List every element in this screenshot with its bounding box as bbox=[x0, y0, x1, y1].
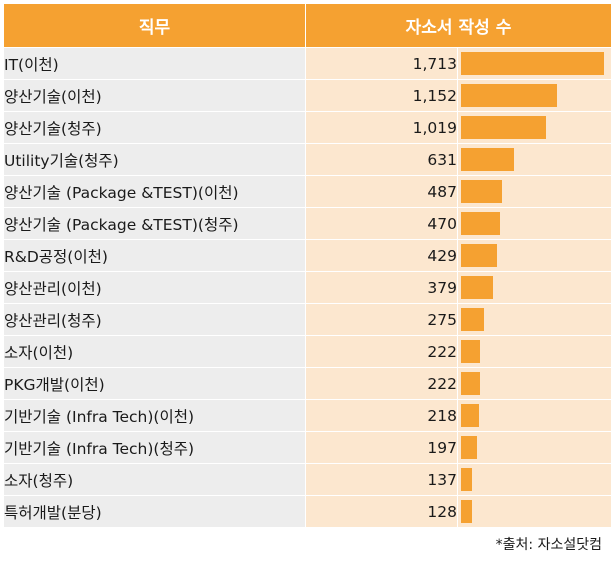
essay-count-bar bbox=[461, 180, 502, 203]
table-row: 소자(청주) 137 bbox=[3, 463, 612, 496]
bar-cell bbox=[457, 303, 612, 336]
table-row: 양산기술 (Package &TEST)(이천) 487 bbox=[3, 175, 612, 208]
job-label: PKG개발(이천) bbox=[3, 367, 306, 400]
job-label: 양산기술(이천) bbox=[3, 79, 306, 112]
header-job: 직무 bbox=[3, 3, 306, 48]
job-label: 소자(이천) bbox=[3, 335, 306, 368]
bar-cell bbox=[457, 143, 612, 176]
job-label: 기반기술 (Infra Tech)(이천) bbox=[3, 399, 306, 432]
bar-cell bbox=[457, 47, 612, 80]
essay-count-bar bbox=[461, 468, 472, 491]
bar-cell bbox=[457, 239, 612, 272]
bar-cell bbox=[457, 271, 612, 304]
bar-cell bbox=[457, 79, 612, 112]
job-label: 양산관리(이천) bbox=[3, 271, 306, 304]
essay-count-bar bbox=[461, 500, 472, 523]
essay-count-value: 379 bbox=[305, 271, 458, 304]
essay-count-bar bbox=[461, 116, 546, 139]
essay-count-value: 631 bbox=[305, 143, 458, 176]
essay-count-bar bbox=[461, 212, 500, 235]
header-row: 직무 자소서 작성 수 bbox=[3, 3, 612, 48]
table-row: 기반기술 (Infra Tech)(청주) 197 bbox=[3, 431, 612, 464]
bar-cell bbox=[457, 335, 612, 368]
bar-cell bbox=[457, 495, 612, 528]
job-essay-table: 직무 자소서 작성 수 IT(이천) 1,713 양산기술(이천) 1,152 양산기술… bbox=[3, 3, 612, 528]
header-essay-count: 자소서 작성 수 bbox=[305, 3, 612, 48]
essay-count-value: 222 bbox=[305, 367, 458, 400]
table-row: 양산기술(청주) 1,019 bbox=[3, 111, 612, 144]
job-label: 양산기술 (Package &TEST)(청주) bbox=[3, 207, 306, 240]
essay-count-value: 275 bbox=[305, 303, 458, 336]
essay-count-bar bbox=[461, 404, 479, 427]
essay-count-value: 1,019 bbox=[305, 111, 458, 144]
job-label: 소자(청주) bbox=[3, 463, 306, 496]
bar-cell bbox=[457, 399, 612, 432]
essay-count-bar bbox=[461, 308, 484, 331]
job-label: 기반기술 (Infra Tech)(청주) bbox=[3, 431, 306, 464]
essay-count-bar bbox=[461, 244, 497, 267]
job-label: 양산기술 (Package &TEST)(이천) bbox=[3, 175, 306, 208]
essay-count-value: 137 bbox=[305, 463, 458, 496]
essay-count-value: 1,713 bbox=[305, 47, 458, 80]
table-row: 양산기술(이천) 1,152 bbox=[3, 79, 612, 112]
essay-count-value: 470 bbox=[305, 207, 458, 240]
essay-count-bar bbox=[461, 436, 477, 459]
bar-cell bbox=[457, 431, 612, 464]
essay-count-value: 487 bbox=[305, 175, 458, 208]
essay-count-value: 222 bbox=[305, 335, 458, 368]
essay-count-value: 429 bbox=[305, 239, 458, 272]
table-body: IT(이천) 1,713 양산기술(이천) 1,152 양산기술(청주) 1,019 Uti… bbox=[3, 47, 612, 528]
table-row: 소자(이천) 222 bbox=[3, 335, 612, 368]
source-note: *출처: 자소설닷컴 bbox=[495, 537, 602, 553]
essay-count-bar bbox=[461, 52, 604, 75]
essay-count-value: 218 bbox=[305, 399, 458, 432]
table-row: 기반기술 (Infra Tech)(이천) 218 bbox=[3, 399, 612, 432]
bar-cell bbox=[457, 463, 612, 496]
essay-count-value: 128 bbox=[305, 495, 458, 528]
job-label: 양산관리(청주) bbox=[3, 303, 306, 336]
job-label: 양산기술(청주) bbox=[3, 111, 306, 144]
bar-cell bbox=[457, 367, 612, 400]
essay-count-bar bbox=[461, 148, 514, 171]
essay-count-bar bbox=[461, 276, 493, 299]
table-row: 특허개발(분당) 128 bbox=[3, 495, 612, 528]
table-row: 양산기술 (Package &TEST)(청주) 470 bbox=[3, 207, 612, 240]
bar-cell bbox=[457, 207, 612, 240]
table-row: 양산관리(청주) 275 bbox=[3, 303, 612, 336]
essay-count-bar bbox=[461, 372, 480, 395]
essay-count-value: 1,152 bbox=[305, 79, 458, 112]
bar-cell bbox=[457, 111, 612, 144]
job-label: IT(이천) bbox=[3, 47, 306, 80]
essay-count-bar bbox=[461, 84, 557, 107]
table-row: PKG개발(이천) 222 bbox=[3, 367, 612, 400]
job-label: Utility기술(청주) bbox=[3, 143, 306, 176]
job-label: 특허개발(분당) bbox=[3, 495, 306, 528]
job-label: R&D공정(이천) bbox=[3, 239, 306, 272]
table-row: 양산관리(이천) 379 bbox=[3, 271, 612, 304]
essay-count-value: 197 bbox=[305, 431, 458, 464]
essay-count-bar bbox=[461, 340, 480, 363]
bar-cell bbox=[457, 175, 612, 208]
table-row: Utility기술(청주) 631 bbox=[3, 143, 612, 176]
table-row: IT(이천) 1,713 bbox=[3, 47, 612, 80]
table-row: R&D공정(이천) 429 bbox=[3, 239, 612, 272]
